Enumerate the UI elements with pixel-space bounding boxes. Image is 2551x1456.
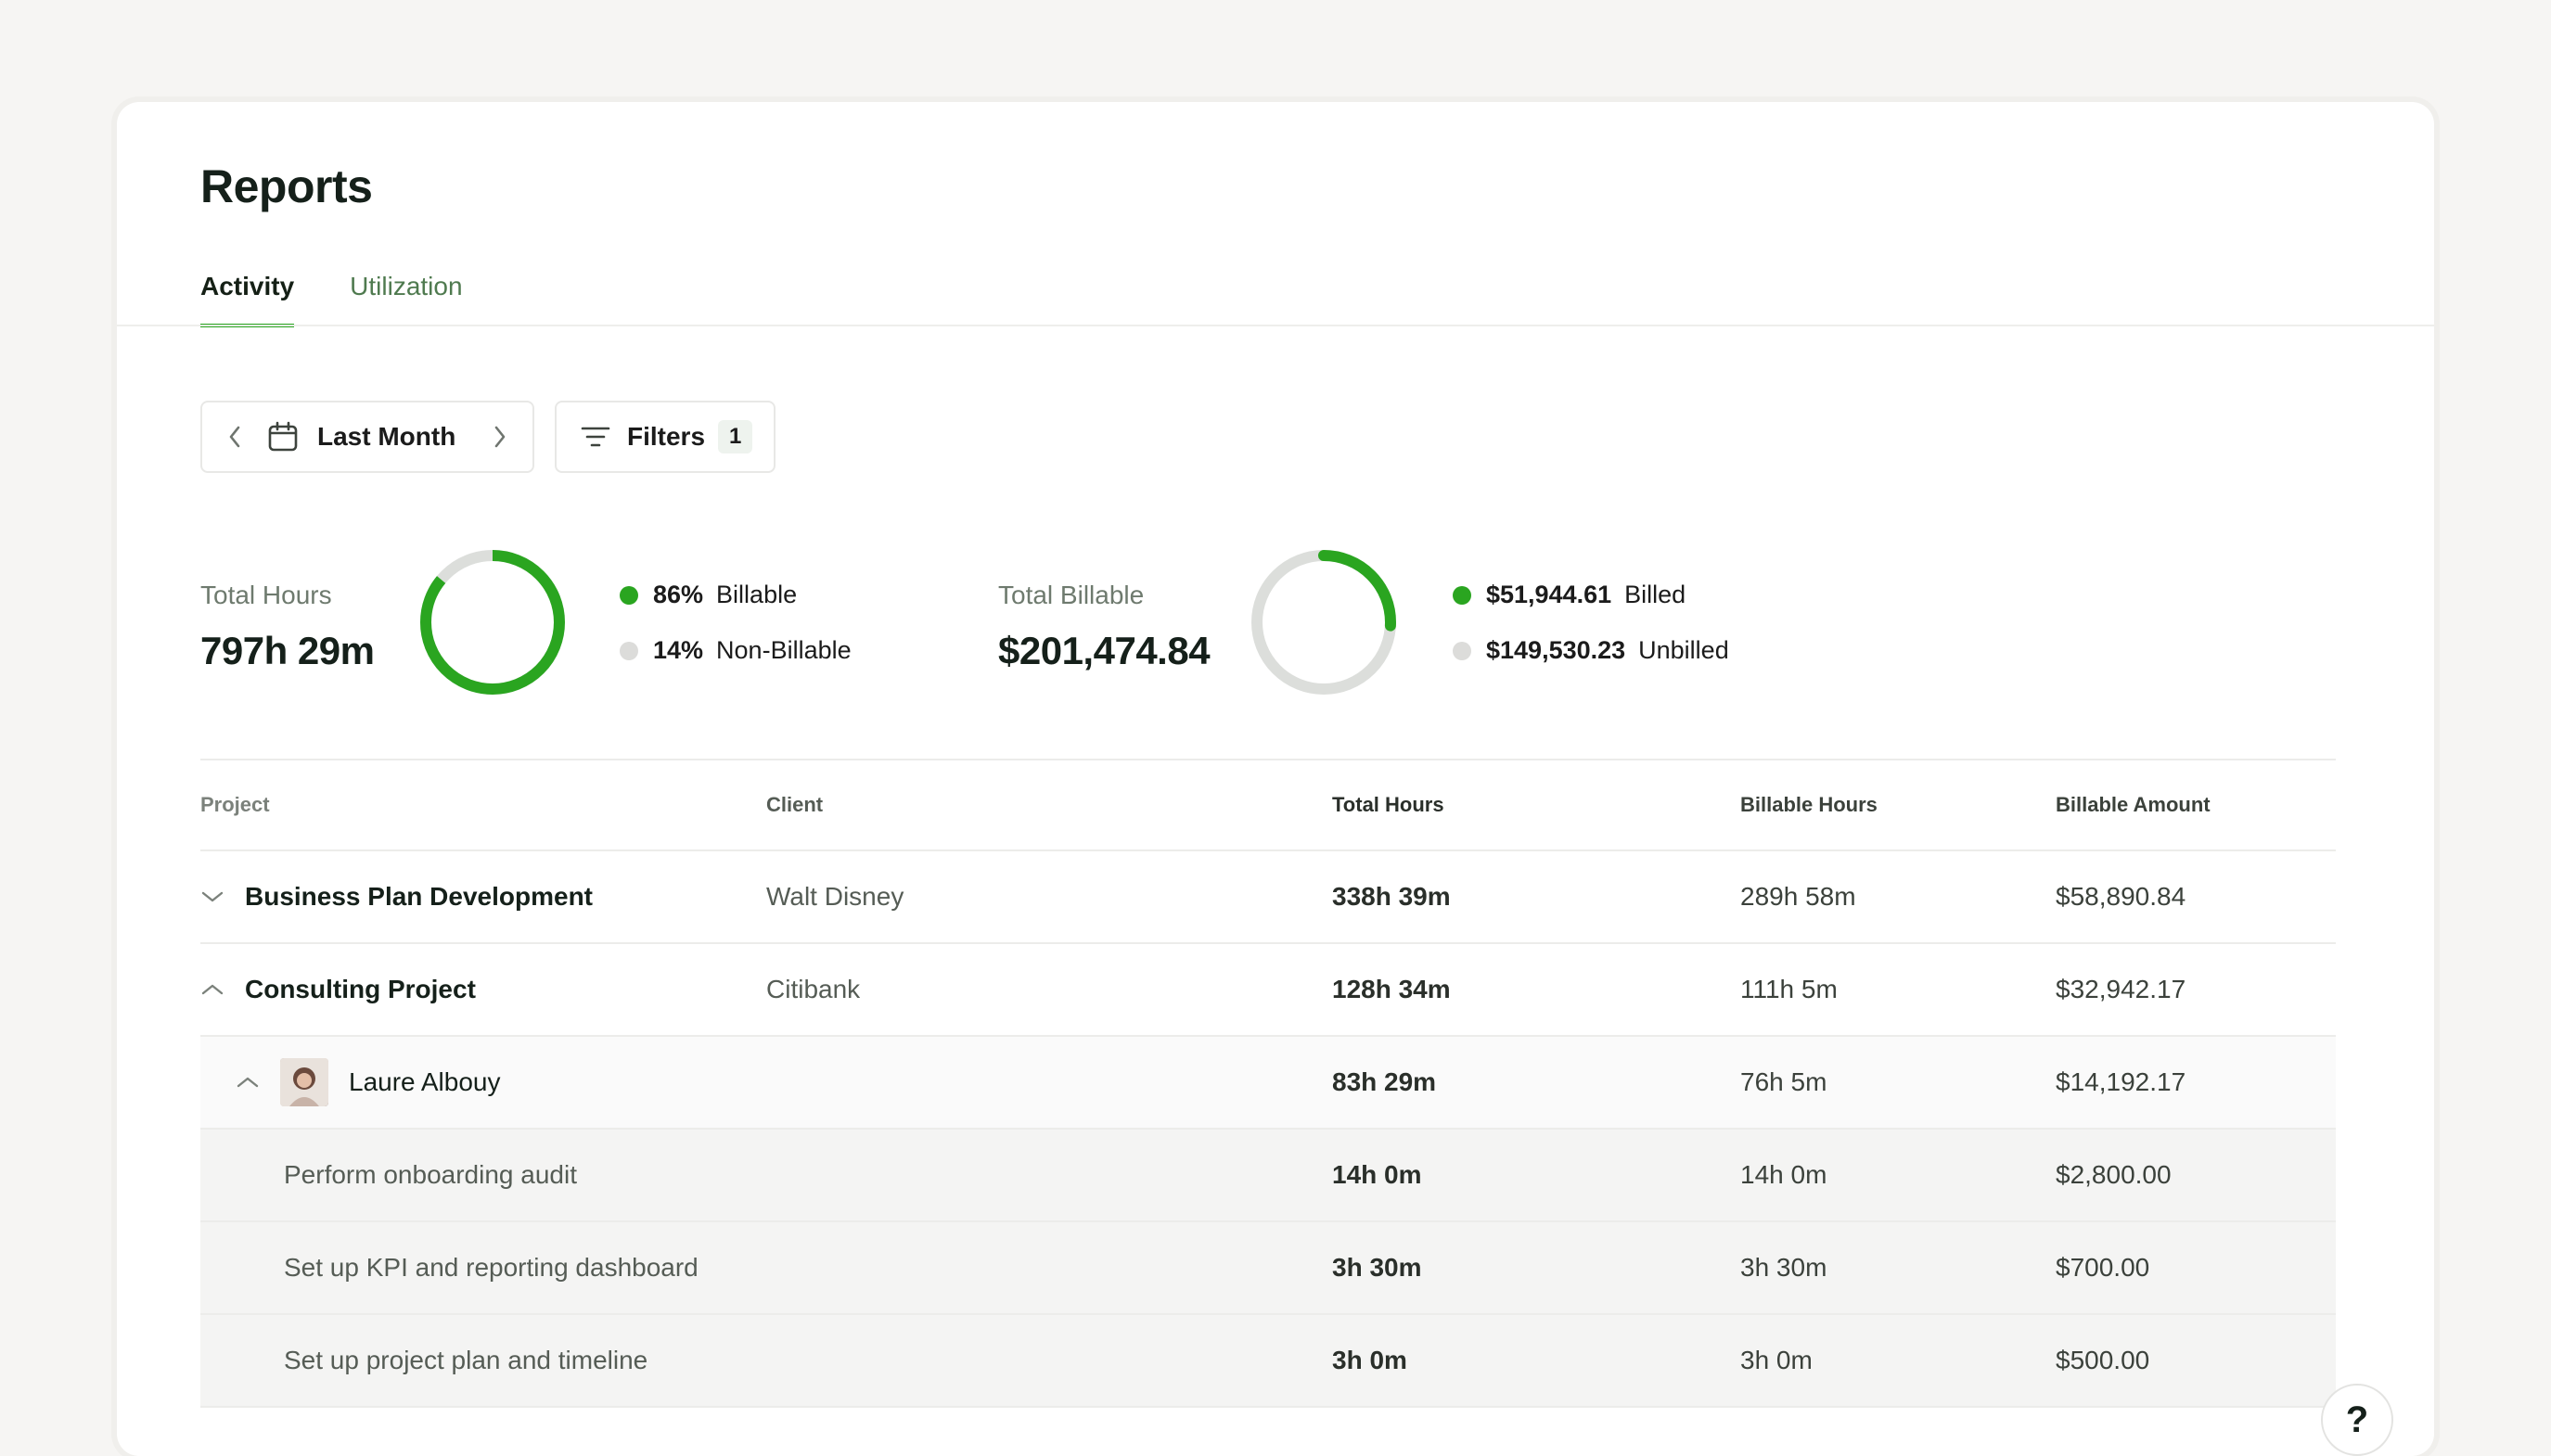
reports-card: Reports Activity Utilization Last Month … (117, 102, 2434, 1456)
billable-amount-cell: $700.00 (2056, 1253, 2150, 1282)
total-billable-label: Total Billable (998, 581, 1145, 609)
table-row[interactable]: Perform onboarding audit 14h 0m 14h 0m $… (200, 1130, 2336, 1222)
billable-amount-cell: $500.00 (2056, 1346, 2150, 1374)
legend-billed: $51,944.61 Billed (1453, 581, 1686, 609)
total-billable-value: $201,474.84 (998, 629, 1211, 672)
table-row[interactable]: Set up KPI and reporting dashboard 3h 30… (200, 1222, 2336, 1315)
person-name[interactable]: Laure Albouy (349, 1067, 501, 1096)
billable-hours-cell: 3h 30m (1740, 1253, 1827, 1282)
table-header: Project Client Total Hours Billable Hour… (200, 760, 2336, 851)
hours-donut-chart (420, 550, 565, 695)
total-hours-cell: 3h 0m (1332, 1346, 1407, 1374)
billed-value: $51,944.61 (1486, 581, 1612, 608)
total-hours-cell: 338h 39m (1332, 882, 1451, 911)
billed-label: Billed (1624, 581, 1686, 608)
project-name[interactable]: Consulting Project (245, 975, 476, 1003)
billable-hours-cell: 76h 5m (1740, 1067, 1827, 1096)
header-billable-hours[interactable]: Billable Hours (1740, 793, 1878, 816)
legend-nonbillable: 14% Non-Billable (620, 636, 852, 665)
table-row[interactable]: Consulting Project Citibank 128h 34m 111… (200, 944, 2336, 1037)
billable-hours-cell: 3h 0m (1740, 1346, 1813, 1374)
billable-donut-billed-arc (1251, 550, 1396, 695)
billable-hours-cell: 14h 0m (1740, 1160, 1827, 1189)
tab-utilization[interactable]: Utilization (350, 272, 463, 300)
date-range-label[interactable]: Last Month (317, 422, 456, 451)
chevron-left-icon[interactable] (223, 425, 247, 449)
billable-hours-cell: 289h 58m (1740, 882, 1856, 911)
total-hours-cell: 128h 34m (1332, 975, 1451, 1003)
task-name[interactable]: Perform onboarding audit (284, 1160, 577, 1189)
chevron-right-icon[interactable] (488, 425, 512, 449)
billable-dot (620, 585, 638, 605)
billable-amount-cell: $32,942.17 (2056, 975, 2186, 1003)
filters-button[interactable]: Filters 1 (555, 401, 776, 473)
chevron-down-icon[interactable] (200, 885, 224, 909)
table-row[interactable]: Laure Albouy 83h 29m 76h 5m $14,192.17 (200, 1037, 2336, 1130)
billable-amount-cell: $14,192.17 (2056, 1067, 2186, 1096)
table-divider (200, 759, 2336, 760)
project-name[interactable]: Business Plan Development (245, 882, 594, 911)
total-hours-cell: 14h 0m (1332, 1160, 1422, 1189)
table-row[interactable]: Business Plan Development Walt Disney 33… (200, 851, 2336, 944)
legend-unbilled: $149,530.23 Unbilled (1453, 636, 1729, 665)
billable-donut-chart (1251, 550, 1396, 695)
report-tabs: Activity Utilization (200, 272, 463, 327)
task-name[interactable]: Set up project plan and timeline (284, 1346, 648, 1374)
billed-dot (1453, 585, 1471, 605)
filters-count-badge: 1 (718, 420, 753, 453)
tab-activity[interactable]: Activity (200, 272, 295, 327)
nonbillable-label: Non-Billable (716, 636, 852, 664)
nonbillable-dot (620, 641, 638, 660)
chevron-up-icon[interactable] (200, 977, 224, 1002)
chevron-up-icon[interactable] (236, 1070, 260, 1094)
header-billable-amount[interactable]: Billable Amount (2056, 793, 2211, 816)
calendar-icon (267, 421, 299, 453)
unbilled-label: Unbilled (1638, 636, 1729, 664)
billable-hours-cell: 111h 5m (1740, 975, 1838, 1003)
unbilled-dot (1453, 641, 1471, 660)
billable-label: Billable (716, 581, 798, 608)
help-button[interactable]: ? (2321, 1384, 2393, 1456)
task-name[interactable]: Set up KPI and reporting dashboard (284, 1253, 699, 1282)
client-name: Citibank (766, 975, 861, 1003)
activity-table: Project Client Total Hours Billable Hour… (200, 759, 2336, 1408)
avatar (280, 1058, 328, 1106)
billable-amount-cell: $2,800.00 (2056, 1160, 2172, 1189)
total-hours-label: Total Hours (200, 581, 332, 609)
total-hours-cell: 3h 30m (1332, 1253, 1422, 1282)
billable-pct: 86% (653, 581, 704, 608)
report-controls: Last Month Filters 1 (200, 401, 776, 473)
unbilled-value: $149,530.23 (1486, 636, 1626, 664)
filters-label: Filters (627, 422, 706, 451)
total-hours-cell: 83h 29m (1332, 1067, 1437, 1096)
hours-donut-billable-arc (420, 550, 565, 695)
tabs-divider (117, 325, 2434, 326)
page-title: Reports (200, 160, 373, 212)
billable-amount-cell: $58,890.84 (2056, 882, 2186, 911)
table-row[interactable]: Set up project plan and timeline 3h 0m 3… (200, 1315, 2336, 1408)
nonbillable-pct: 14% (653, 636, 704, 664)
header-client[interactable]: Client (766, 793, 824, 816)
date-range-picker: Last Month (200, 401, 534, 473)
filter-icon (581, 424, 610, 450)
client-name: Walt Disney (766, 882, 904, 911)
legend-billable: 86% Billable (620, 581, 797, 609)
header-project[interactable]: Project (200, 793, 270, 816)
total-hours-value: 797h 29m (200, 629, 375, 672)
header-total-hours[interactable]: Total Hours (1332, 793, 1444, 816)
